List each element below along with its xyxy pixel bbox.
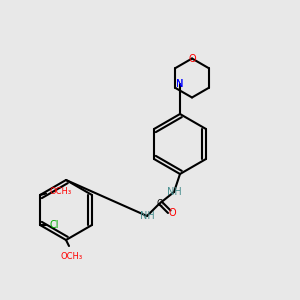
Text: O: O — [188, 53, 196, 64]
Text: C: C — [156, 200, 162, 208]
Text: Cl: Cl — [49, 220, 58, 230]
Text: N: N — [176, 79, 184, 89]
Text: OCH₃: OCH₃ — [49, 188, 71, 196]
Text: O: O — [169, 208, 176, 218]
Text: N: N — [176, 79, 184, 89]
Text: OCH₃: OCH₃ — [61, 252, 83, 261]
Text: NH: NH — [167, 187, 182, 197]
Text: NH: NH — [140, 211, 154, 221]
